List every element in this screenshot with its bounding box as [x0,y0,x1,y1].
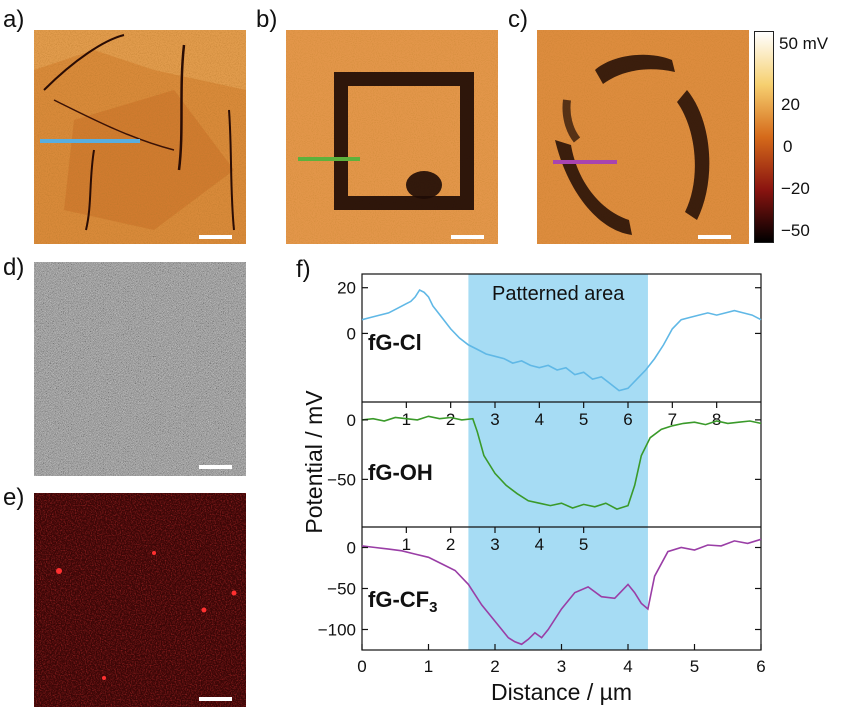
patterned-area-shading [468,274,648,650]
x-tick-label: 2 [446,535,455,554]
y-tick-label: −50 [327,470,356,489]
y-tick-label: −50 [327,580,356,599]
colorbar-tick-50: 50 mV [779,34,829,53]
panel-label-c: c) [508,6,528,33]
patterned-area-label: Patterned area [492,283,625,305]
x-tick-label: 5 [579,535,588,554]
x-tick-label: 7 [668,410,677,429]
colorbar-tick-20: 20 [781,95,800,114]
x-tick-label: 3 [490,410,499,429]
series-label-2: fG-OH [368,460,433,485]
x-tick-label: 5 [579,410,588,429]
gray-map-d [34,262,246,476]
panel-label-b: b) [256,6,278,33]
kpfm-map-c [537,30,749,244]
scale-bar-e [199,697,232,701]
y-axis-label: Potential / mV [301,390,327,534]
scale-bar-d [199,465,232,469]
red-map-e [34,493,246,707]
panel-label-d: d) [3,254,25,281]
series-line-3 [361,538,762,646]
kpfm-map-a [34,30,246,244]
colorbar-tick-neg20: −20 [781,179,810,198]
colorbar-tick-neg50: −50 [781,221,810,240]
scale-bar-c [698,235,731,239]
y-tick-label: −100 [318,621,356,640]
x-tick-label: 4 [623,657,632,676]
panel-label-e: e) [3,484,25,511]
scale-bar-b [451,235,484,239]
x-tick-label: 0 [357,657,366,676]
y-tick-label: 20 [337,279,356,298]
y-tick-label: 0 [347,324,356,343]
kpfm-map-b [286,30,498,244]
x-tick-label: 3 [557,657,566,676]
panel-label-a: a) [3,6,25,33]
series-label-1: fG-Cl [368,330,422,355]
x-tick-label: 1 [424,657,433,676]
series-line-2 [361,415,762,510]
panel-label-f: f) [296,256,311,283]
x-tick-label: 4 [535,410,544,429]
colorbar [754,31,774,243]
scale-bar-a [199,235,232,239]
x-tick-label: 6 [756,657,765,676]
x-tick-label: 2 [446,410,455,429]
x-tick-label: 2 [490,657,499,676]
x-tick-label: 6 [623,410,632,429]
y-tick-label: 0 [347,411,356,430]
x-tick-label: 8 [712,410,721,429]
x-axis-label: Distance / µm [491,679,632,705]
series-label-3: fG-CF3 [368,587,437,616]
y-tick-label: 0 [347,539,356,558]
series-line-1 [361,288,762,392]
x-tick-label: 4 [535,535,544,554]
x-tick-label: 3 [490,535,499,554]
x-tick-label: 5 [690,657,699,676]
colorbar-tick-0: 0 [783,137,793,156]
x-tick-label: 1 [402,535,411,554]
